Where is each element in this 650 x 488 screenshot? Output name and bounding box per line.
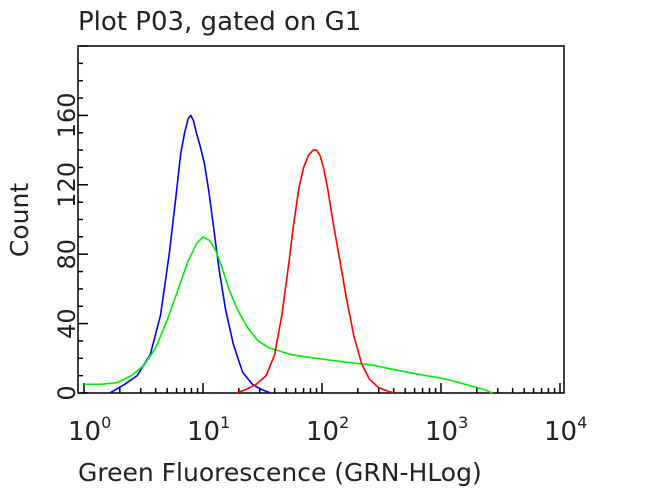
series-line-2 bbox=[84, 236, 493, 394]
series-line-1 bbox=[109, 114, 271, 394]
x-tick-label: 103 bbox=[425, 413, 468, 447]
x-axis-label: Green Fluorescence (GRN-HLog) bbox=[78, 458, 482, 487]
y-axis-ticks: 0 40 80 120 160 bbox=[53, 45, 88, 401]
y-tick-label: 160 bbox=[53, 92, 81, 138]
x-tick-label: 104 bbox=[544, 413, 587, 447]
y-tick-label: 40 bbox=[53, 308, 81, 339]
series-layer bbox=[84, 114, 493, 394]
y-axis-label: Count bbox=[5, 183, 34, 257]
x-tick-label: 101 bbox=[187, 413, 230, 447]
chart-title: Plot P03, gated on G1 bbox=[78, 7, 361, 37]
x-tick-label: 102 bbox=[306, 413, 349, 447]
y-tick-label: 120 bbox=[53, 162, 81, 208]
series-line-3 bbox=[235, 149, 394, 394]
y-tick-label: 0 bbox=[53, 385, 81, 400]
x-tick-label: 100 bbox=[68, 413, 111, 447]
y-tick-label: 80 bbox=[53, 239, 81, 270]
plot-frame bbox=[77, 45, 565, 394]
